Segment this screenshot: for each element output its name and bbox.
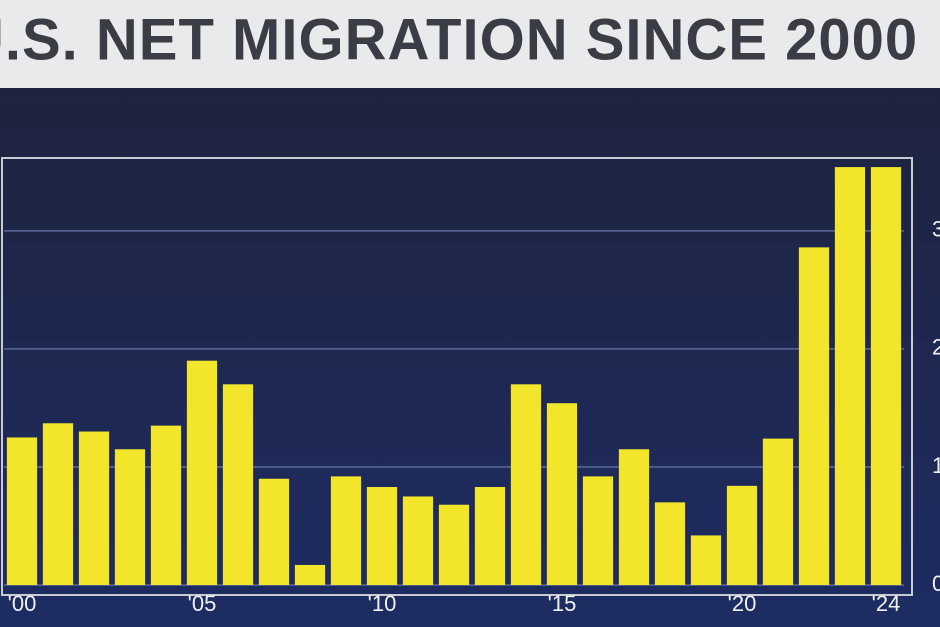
y-tick-label: 1 — [932, 453, 940, 478]
bar — [726, 485, 758, 585]
bar — [366, 487, 398, 585]
bar — [690, 535, 722, 585]
x-tick-label: '15 — [548, 591, 577, 616]
bar — [582, 476, 614, 585]
bar — [186, 360, 218, 585]
bar — [258, 478, 290, 585]
bar — [546, 403, 578, 585]
x-tick-label: '05 — [188, 591, 217, 616]
bar — [762, 438, 794, 585]
y-tick-label: 3 — [932, 217, 940, 242]
bar — [510, 384, 542, 585]
bar — [42, 423, 74, 585]
bar — [6, 437, 38, 585]
y-tick-label: 0 — [932, 571, 940, 596]
bar — [870, 167, 902, 586]
chart-title: U.S. NET MIGRATION SINCE 2000 — [0, 7, 918, 72]
x-tick-label: '10 — [368, 591, 397, 616]
bar — [402, 496, 434, 585]
bar — [222, 384, 254, 585]
x-tick-label: '24 — [872, 591, 901, 616]
plot-frame — [1, 157, 913, 596]
x-tick-label: '00 — [8, 591, 37, 616]
bar — [618, 449, 650, 585]
x-tick-label: '20 — [728, 591, 757, 616]
bar — [150, 425, 182, 585]
bar — [78, 431, 110, 585]
bar — [834, 167, 866, 586]
bar — [798, 247, 830, 585]
y-tick-label: 2 — [932, 335, 940, 360]
title-bar — [0, 0, 940, 88]
bar — [438, 504, 470, 585]
bar — [330, 476, 362, 585]
bar — [474, 487, 506, 585]
bar — [654, 502, 686, 585]
bar — [114, 449, 146, 585]
bar — [294, 564, 326, 585]
